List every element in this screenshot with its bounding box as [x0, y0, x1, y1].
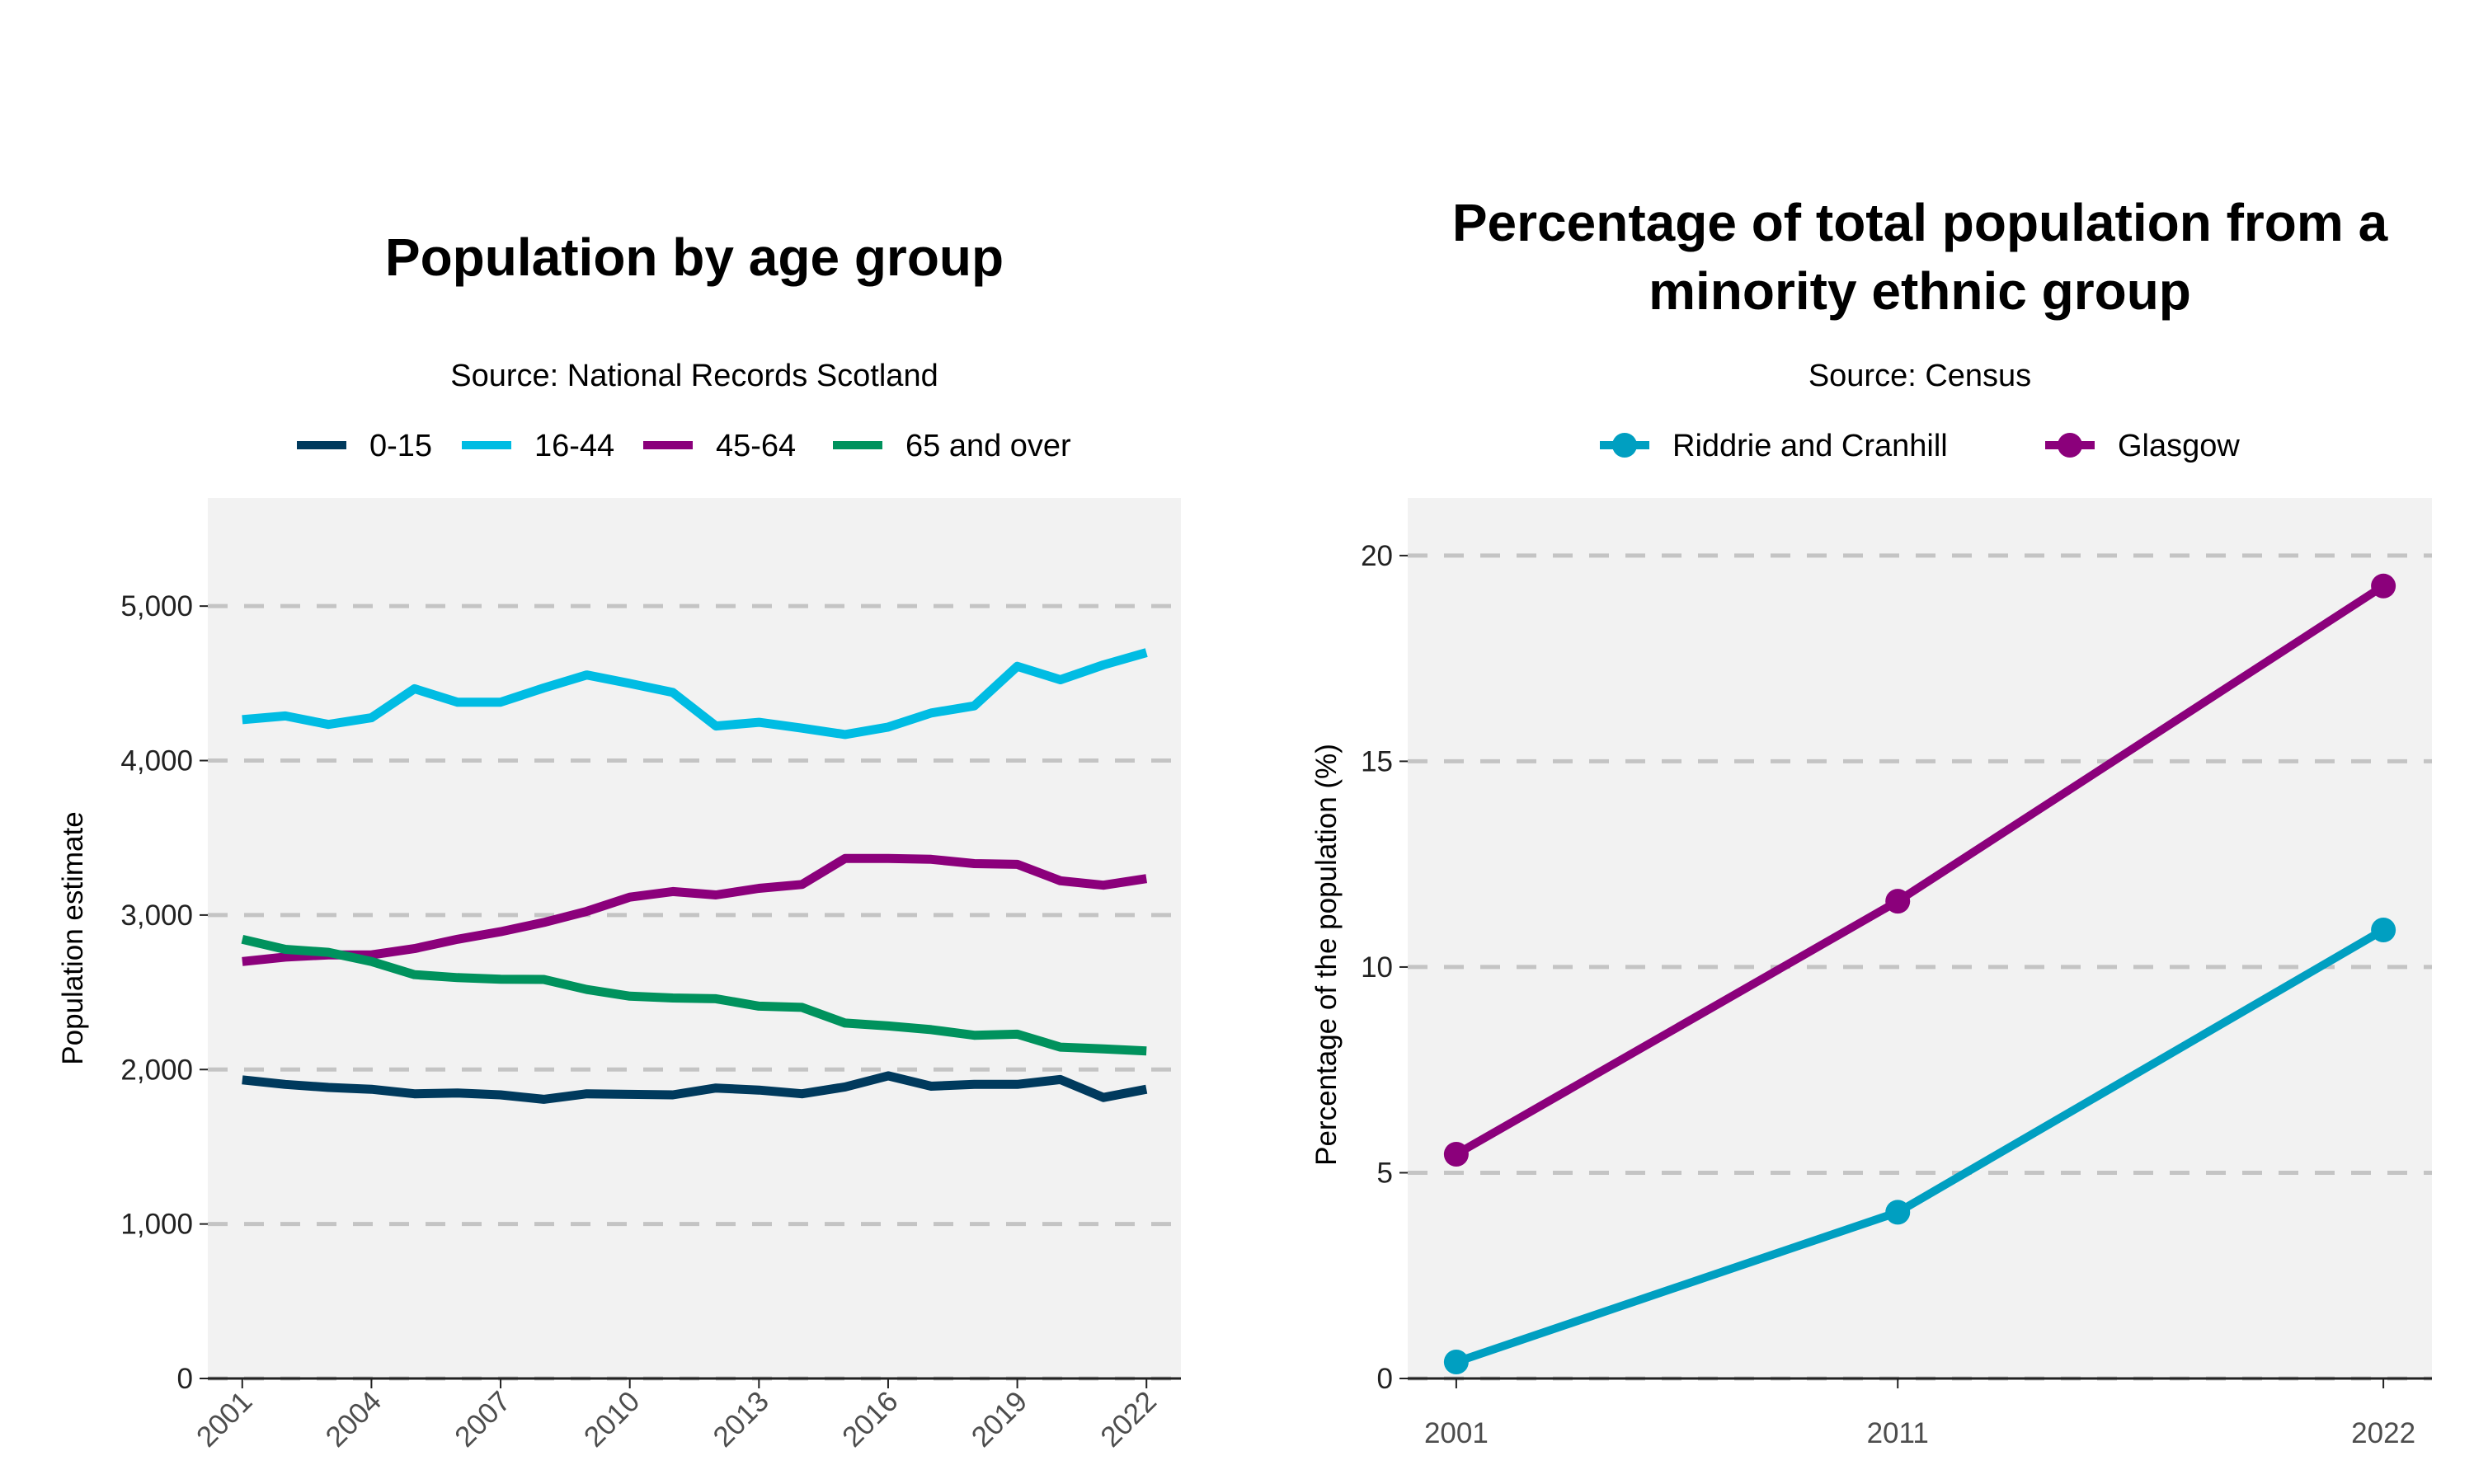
y-tick-label: 4,000 [120, 745, 193, 777]
left-chart-subtitle: Source: National Records Scotland [450, 359, 938, 393]
x-tick-label: 2010 [578, 1385, 647, 1453]
data-point [1885, 1200, 1911, 1225]
x-tick-label: 2016 [836, 1385, 905, 1453]
left-chart: 0 1,000 2,000 3,000 4,000 5,000 2001 2004 2007 20… [57, 429, 1181, 1453]
x-tick-label: 2013 [707, 1385, 775, 1453]
data-point [1443, 1350, 1469, 1375]
y-tick-label: 15 [1361, 745, 1393, 777]
data-point [1885, 889, 1911, 914]
plot-background [1408, 498, 2432, 1378]
x-tick-label: 2011 [1867, 1417, 1929, 1449]
x-tick-label: 2007 [449, 1385, 517, 1453]
x-tick-label: 2022 [2351, 1417, 2415, 1449]
x-tick-label: 2004 [319, 1385, 388, 1453]
plot-background [208, 498, 1181, 1378]
y-tick-label: 5 [1377, 1157, 1393, 1189]
legend-key-point [2058, 433, 2082, 458]
y-axis-label: Population estimate [57, 811, 89, 1064]
y-tick-label: 0 [177, 1363, 193, 1395]
y-tick-label: 0 [1377, 1363, 1393, 1395]
legend-label: 16-44 [534, 429, 614, 463]
x-tick-label: 2001 [190, 1385, 259, 1453]
y-tick-label: 20 [1361, 540, 1393, 572]
x-tick-label: 2022 [1094, 1385, 1163, 1453]
legend-key-point [1612, 433, 1637, 458]
data-point [1443, 1142, 1469, 1167]
y-axis-label: Percentage of the population (%) [1310, 744, 1343, 1166]
legend-label: 0-15 [369, 429, 432, 463]
data-point [2371, 573, 2396, 599]
series-line-45-64 [242, 853, 1148, 966]
legend-label: 45-64 [716, 429, 796, 463]
series-line-65-and-over [241, 934, 1147, 1056]
left-chart-title: Population by age group [385, 228, 1004, 287]
legend-label: Riddrie and Cranhill [1672, 429, 1948, 463]
y-tick-label: 5,000 [120, 590, 193, 622]
y-tick-label: 2,000 [120, 1054, 193, 1086]
right-chart-title-line1: Percentage of total population from a [1452, 193, 2388, 252]
data-point [2371, 918, 2396, 943]
x-tick-label: 2019 [966, 1385, 1034, 1453]
series-line-0-15 [242, 1071, 1148, 1104]
y-tick-label: 3,000 [120, 899, 193, 932]
y-tick-label: 10 [1361, 951, 1393, 984]
series-line-16-44 [242, 648, 1148, 740]
y-tick-label: 1,000 [120, 1209, 193, 1241]
right-chart-title-line2: minority ethnic group [1649, 261, 2191, 321]
right-chart: 0 5 10 15 20 2001 2011 2022 Percentage of the po… [1310, 429, 2432, 1449]
legend-label: 65 and over [905, 429, 1071, 463]
x-tick-label: 2001 [1424, 1417, 1489, 1449]
right-chart-subtitle: Source: Census [1808, 359, 2031, 393]
legend-label: Glasgow [2118, 429, 2240, 463]
